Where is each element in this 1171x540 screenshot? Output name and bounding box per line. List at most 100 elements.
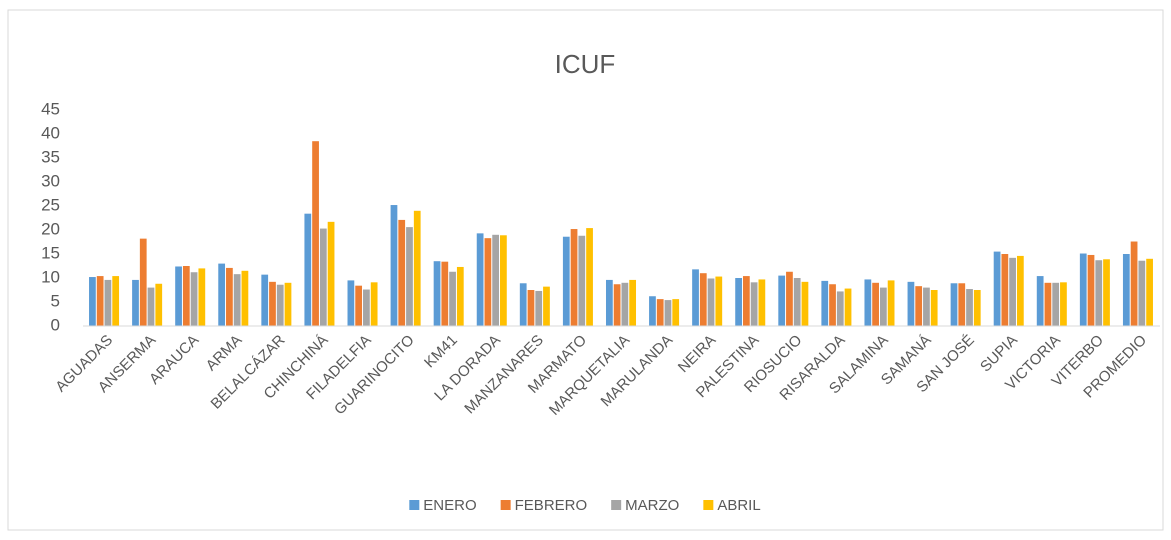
y-tick-label: 10 <box>41 267 60 286</box>
bar <box>649 296 656 326</box>
y-tick-label: 0 <box>51 315 60 334</box>
bar <box>923 287 930 326</box>
bar <box>190 272 198 326</box>
bar <box>233 274 241 326</box>
bar <box>312 141 319 326</box>
bar <box>543 286 550 326</box>
bar <box>1146 258 1153 326</box>
bar <box>664 300 672 326</box>
bar <box>692 269 699 326</box>
bar <box>1009 257 1016 326</box>
bar <box>872 282 879 326</box>
bar <box>605 279 613 326</box>
bar <box>132 279 139 326</box>
bar <box>1036 276 1044 326</box>
y-tick-label: 15 <box>41 243 60 262</box>
legend-swatch <box>500 500 511 510</box>
y-tick-label: 35 <box>41 147 60 166</box>
bar <box>864 279 872 326</box>
bar <box>112 276 120 326</box>
bar <box>398 219 406 326</box>
bar <box>578 235 586 326</box>
bar <box>370 282 378 326</box>
bar <box>613 284 621 326</box>
bar <box>456 266 464 326</box>
bar <box>786 271 793 326</box>
bar <box>284 282 292 326</box>
bar <box>319 228 327 326</box>
bar <box>1138 260 1146 326</box>
bar <box>1079 253 1087 326</box>
bar <box>1052 282 1060 326</box>
bar <box>1001 254 1009 326</box>
bar <box>519 283 527 326</box>
bar <box>629 279 637 326</box>
bar <box>413 210 421 326</box>
bar <box>304 213 312 326</box>
bar <box>750 282 758 326</box>
bar <box>363 289 370 326</box>
bar <box>276 284 284 326</box>
bar <box>89 277 96 326</box>
bar <box>656 299 664 326</box>
bar <box>821 280 829 326</box>
bar <box>139 238 147 326</box>
bar <box>907 281 915 326</box>
bar <box>1095 260 1103 326</box>
bar <box>484 238 492 326</box>
bar <box>844 288 852 326</box>
bar <box>1087 254 1095 326</box>
chart-title: ICUF <box>555 49 616 79</box>
bar <box>104 279 112 326</box>
bar <box>1122 254 1130 326</box>
bar <box>449 271 456 326</box>
bar <box>441 261 449 326</box>
bar <box>1016 255 1024 326</box>
bar <box>699 273 707 326</box>
bar <box>218 263 226 326</box>
bar <box>175 266 182 326</box>
bar <box>406 227 413 326</box>
y-tick-label: 40 <box>41 123 60 142</box>
legend-label: MARZO <box>625 497 679 514</box>
bar <box>476 233 484 326</box>
bar <box>829 284 836 326</box>
bar <box>836 291 844 326</box>
bar <box>527 290 535 326</box>
bar <box>887 280 895 326</box>
bar <box>198 268 206 326</box>
bar <box>1060 282 1067 326</box>
bar <box>570 229 578 326</box>
bar <box>742 276 750 326</box>
legend-label: ENERO <box>423 497 476 514</box>
legend-label: ABRIL <box>717 497 760 514</box>
bar <box>155 283 163 326</box>
bar <box>915 286 923 326</box>
bar <box>226 267 233 326</box>
bar <box>950 283 958 326</box>
legend-swatch <box>409 500 420 510</box>
bar <box>182 266 190 326</box>
bar <box>958 283 966 326</box>
bar <box>1044 282 1052 326</box>
y-tick-label: 45 <box>41 99 60 118</box>
bar <box>327 221 335 326</box>
bar <box>241 270 249 326</box>
bar <box>433 261 441 326</box>
bar <box>269 281 276 326</box>
bar <box>390 205 398 326</box>
bar <box>500 235 507 326</box>
bar <box>966 289 973 326</box>
bar <box>562 236 570 326</box>
y-tick-label: 5 <box>51 291 60 310</box>
bar <box>535 290 543 326</box>
bar <box>801 281 809 326</box>
bar <box>1130 241 1138 326</box>
bar <box>993 251 1001 326</box>
bar <box>793 278 801 326</box>
bar <box>735 278 742 326</box>
legend-swatch <box>703 500 714 510</box>
bar <box>621 282 629 326</box>
bar <box>715 276 723 326</box>
